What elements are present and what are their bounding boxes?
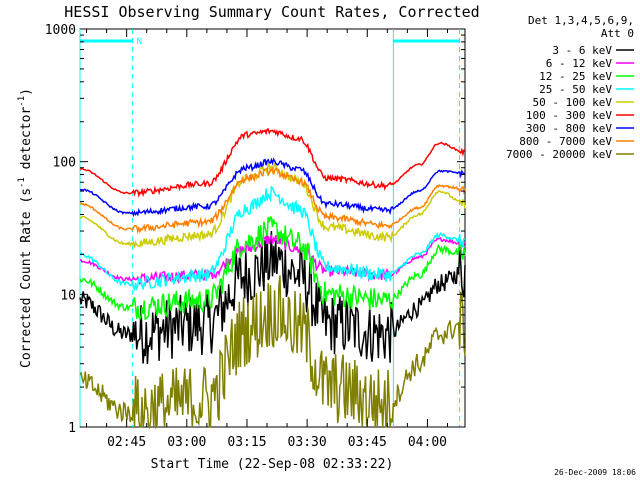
legend-header-line1: Det 1,3,4,5,6,9,	[528, 14, 634, 27]
y-tick-label: 10	[60, 288, 76, 303]
x-tick-label: 03:00	[167, 435, 206, 450]
legend-label: 100 - 300 keV	[526, 109, 612, 122]
series-line	[79, 166, 466, 235]
series-line	[79, 128, 466, 198]
y-tick-label: 100	[53, 156, 76, 171]
y-axis-label-part2: detector	[19, 107, 34, 178]
series-line	[79, 233, 466, 285]
y-tick-label: 1000	[45, 23, 76, 38]
series-line	[79, 185, 466, 292]
legend-label: 300 - 800 keV	[526, 122, 612, 135]
y-axis-label-part1: Corrected Count Rate (s	[19, 188, 34, 368]
y-tick-label: 1	[68, 421, 76, 436]
x-tick-label: 03:45	[348, 435, 387, 450]
legend-header-line2: Att 0	[601, 27, 634, 40]
legend-label: 800 - 7000 keV	[519, 135, 612, 148]
series-line	[79, 230, 466, 365]
y-axis-label-sup2: -1	[17, 96, 27, 107]
night-intervals: N	[79, 29, 461, 427]
y-axis-label-part3: )	[19, 88, 34, 96]
x-tick-label: 04:00	[408, 435, 447, 450]
legend-label: 12 - 25 keV	[539, 70, 612, 83]
x-tick-label: 03:15	[227, 435, 266, 450]
legend-label: 50 - 100 keV	[533, 96, 613, 109]
footer-date: 26-Dec-2009 18:06	[554, 468, 636, 477]
chart-title: HESSI Observing Summary Count Rates, Cor…	[64, 3, 479, 21]
series-lines	[79, 128, 466, 430]
legend-label: 3 - 6 keV	[552, 44, 612, 57]
y-axis: 1 10 100 1000	[45, 23, 465, 436]
x-tick-label: 03:30	[288, 435, 327, 450]
legend-label: 25 - 50 keV	[539, 83, 612, 96]
x-axis: 02:45 03:00 03:15 03:30 03:45 04:00	[86, 29, 448, 450]
y-axis-label-sup1: -1	[17, 177, 27, 188]
x-tick-label: 02:45	[107, 435, 146, 450]
series-line	[79, 157, 466, 218]
series-line	[79, 216, 466, 321]
night-label: N	[137, 37, 142, 47]
legend-label: 7000 - 20000 keV	[506, 148, 612, 161]
x-axis-label: Start Time (22-Sep-08 02:33:22)	[151, 457, 394, 472]
y-axis-label: Corrected Count Rate (s-1 detector-1)	[17, 88, 34, 368]
series-line	[79, 275, 466, 430]
legend-label: 6 - 12 keV	[546, 57, 613, 70]
series-line	[79, 162, 466, 248]
